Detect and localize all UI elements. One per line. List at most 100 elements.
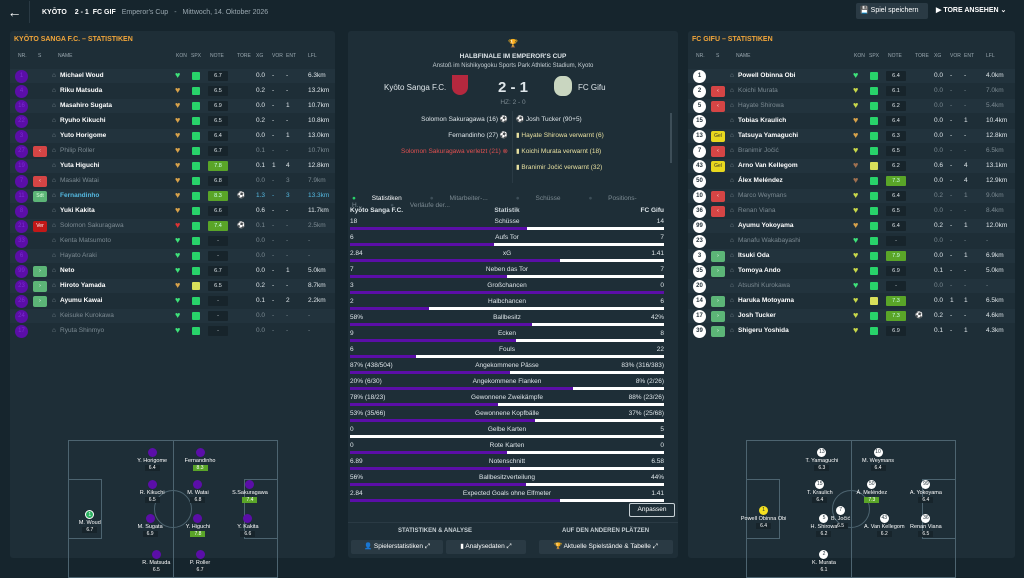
column-header-lfl[interactable]: LFL <box>986 53 995 59</box>
pitch-player[interactable]: 43 A. Van Kellegom 6.2 <box>858 514 910 538</box>
table-row[interactable]: 8 ⌂ Yuki Kakita ♥ 6.6 0.6- -11.7km <box>10 204 335 218</box>
table-row[interactable]: 26 › ⌂ Ayumu Kawai ♥ -0.1-2 2.2km <box>10 294 335 308</box>
customize-button[interactable]: Anpassen <box>629 503 675 517</box>
player-name[interactable]: Masaki Watai <box>60 177 99 184</box>
column-header-tore[interactable]: TORE <box>237 53 251 59</box>
table-row[interactable]: 23 ⌂ Manafu Wakabayashi ♥ -0.0- - - <box>688 234 1015 248</box>
player-name[interactable]: Atsushi Kurokawa <box>738 282 791 289</box>
column-header-xg[interactable]: XG <box>934 53 942 59</box>
table-row[interactable]: 27 ‹ ⌂ Philip Roller ♥ 6.7 0.1- -10.7km <box>10 144 335 158</box>
pitch-player[interactable]: R. Matsuda 6.5 <box>130 549 182 573</box>
table-row[interactable]: 22 ⌂ Ryuho Kikuchi ♥ 6.5 0.2- -10.8km <box>10 114 335 128</box>
column-header-nr[interactable]: NR. <box>18 53 27 59</box>
player-name[interactable]: Ayumu Kawai <box>60 297 103 304</box>
player-name[interactable]: Philip Roller <box>60 147 95 154</box>
player-name[interactable]: Yuta Higuchi <box>60 162 100 169</box>
player-name[interactable]: Álex Meléndez <box>738 177 783 184</box>
pitch-player[interactable]: 13 T. Yamaguchi 6.3 <box>796 447 848 471</box>
player-name[interactable]: Branimir Jočić <box>738 147 779 154</box>
player-name[interactable]: Shigeru Yoshida <box>738 327 789 334</box>
tab-2[interactable]: ● Schüsse <box>516 195 575 202</box>
player-name[interactable]: Tobias Kraulich <box>738 117 787 124</box>
table-row[interactable]: 10 ‹ ⌂ Marco Weymans ♥ 6.4 0.2- 1 9.0km <box>688 189 1015 203</box>
table-row[interactable]: 7 ‹ ⌂ Branimir Jočić ♥ 6.5 0.0- -6.5km <box>688 144 1015 158</box>
pitch-player[interactable]: Fernandinho 8.3 <box>174 447 226 471</box>
column-header-lfl[interactable]: LFL <box>308 53 317 59</box>
column-header-spx[interactable]: SPX <box>869 53 880 59</box>
column-header-tore[interactable]: TORE <box>915 53 929 59</box>
column-header-note[interactable]: NOTE <box>888 53 902 59</box>
tab-3[interactable]: ● Positions-H... <box>352 195 637 209</box>
player-name[interactable]: Tatsuya Yamaguchi <box>738 132 799 139</box>
table-row[interactable]: 20 ⌂ Atsushi Kurokawa ♥ -0.0- - - <box>688 279 1015 293</box>
player-name[interactable]: Renan Viana <box>738 207 776 214</box>
table-row[interactable]: 17 › ⌂ Josh Tucker ♥ 7.3 ⚽ 0.2- -4.6km <box>688 309 1015 323</box>
column-header-ent[interactable]: ENT <box>964 53 974 59</box>
column-header-note[interactable]: NOTE <box>210 53 224 59</box>
player-name[interactable]: Ayumu Yokoyama <box>738 222 794 229</box>
pitch-player[interactable]: 99 A. Yokoyama 6.4 <box>900 480 952 504</box>
column-header-s[interactable]: S <box>38 53 42 59</box>
table-row[interactable]: 23 › ⌂ Hiroto Yamada ♥ 6.5 0.2- -8.7km <box>10 279 335 293</box>
table-row[interactable]: 43 Gel ⌂ Arno Van Kellegom ♥ 6.2 0.6- 4 13.1km <box>688 159 1015 173</box>
player-name[interactable]: Kenta Matsumoto <box>60 237 111 244</box>
view-goals-button[interactable]: ▶ TORE ANSEHEN ⌄ <box>936 3 1006 19</box>
player-name[interactable]: Manafu Wakabayashi <box>738 237 801 244</box>
table-row[interactable]: 35 › ⌂ Tomoya Ando ♥ 6.9 0.1- -5.0km <box>688 264 1015 278</box>
pitch-player[interactable]: 1 Powell Obinna Obi 6.4 <box>738 506 790 530</box>
table-row[interactable]: 5 ‹ ⌂ Hayate Shirowa ♥ 6.2 0.0- -5.4km <box>688 99 1015 113</box>
player-name[interactable]: Fernandinho <box>60 192 100 199</box>
player-name[interactable]: Haruka Motoyama <box>738 297 794 304</box>
player-stats-button[interactable]: 👤 Spielerstatistiken ⤢ <box>351 540 443 554</box>
player-name[interactable]: Koichi Murata <box>738 87 778 94</box>
player-name[interactable]: Yuto Horigome <box>60 132 107 139</box>
player-name[interactable]: Ryuta Shinmyo <box>60 327 105 334</box>
column-header-vor[interactable]: VOR <box>950 53 961 59</box>
table-row[interactable]: 7 ‹ ⌂ Masaki Watai ♥ 6.8 0.0- 3 7.9km <box>10 174 335 188</box>
player-name[interactable]: Marco Weymans <box>738 192 787 199</box>
pitch-player[interactable]: 50 Á. Meléndez 7.3 <box>846 480 898 504</box>
column-header-vor[interactable]: VOR <box>272 53 283 59</box>
table-row[interactable]: 3 ⌂ Yuto Horigome ♥ 6.4 0.0- 1 13.0km <box>10 129 335 143</box>
column-header-xg[interactable]: XG <box>256 53 264 59</box>
pitch-player[interactable]: 1 M. Woud 6.7 <box>64 510 116 534</box>
table-row[interactable]: 2 ‹ ⌂ Koichi Murata ♥ 6.1 0.0- -7.0km <box>688 84 1015 98</box>
pitch-player[interactable]: S.Sakuragawa 7.4 <box>224 480 276 504</box>
pitch-player[interactable]: 15 T. Kraulich 6.4 <box>794 480 846 504</box>
back-arrow-icon[interactable]: ← <box>0 1 30 23</box>
player-name[interactable]: Yuki Kakita <box>60 207 95 214</box>
table-row[interactable]: 1 ⌂ Michael Woud ♥ 6.7 0.0- -6.3km <box>10 69 335 83</box>
table-row[interactable]: 36 ‹ ⌂ Renan Viana ♥ 6.5 0.0- -8.4km <box>688 204 1015 218</box>
table-row[interactable]: 99 ⌂ Ayumu Yokoyama ♥ 6.4 0.2- 1 12.0km <box>688 219 1015 233</box>
player-name[interactable]: Riku Matsuda <box>60 87 103 94</box>
player-name[interactable]: Powell Obinna Obi <box>738 72 796 79</box>
pitch-player[interactable]: R. Kikuchi 6.5 <box>126 480 178 504</box>
tab-0[interactable]: ● Statistiken <box>352 195 416 202</box>
column-header-nr[interactable]: NR. <box>696 53 705 59</box>
table-row[interactable]: 16 ⌂ Masahiro Sugata ♥ 6.9 0.0- 1 10.7km <box>10 99 335 113</box>
table-row[interactable]: 24 ⌂ Keisuke Kurokawa ♥ -0.0- - - <box>10 309 335 323</box>
player-name[interactable]: Keisuke Kurokawa <box>60 312 114 319</box>
pitch-player[interactable]: 36 Renan Viana 6.5 <box>900 514 952 538</box>
pitch-player[interactable]: 2 K. Murata 6.1 <box>798 549 850 573</box>
pitch-player[interactable]: P. Roller 6.7 <box>174 549 226 573</box>
column-header-name[interactable]: NAME <box>736 53 751 59</box>
analysis-button[interactable]: ▮ Analysedaten ⤢ <box>446 540 526 554</box>
table-row[interactable]: 39 › ⌂ Shigeru Yoshida ♥ 6.9 0.1- 1 4.3km <box>688 324 1015 338</box>
player-name[interactable]: Hiroto Yamada <box>60 282 106 289</box>
player-name[interactable]: Michael Woud <box>60 72 104 79</box>
table-row[interactable]: 99 › ⌂ Neto ♥ 6.7 0.0- 1 5.0km <box>10 264 335 278</box>
tab-4[interactable]: ● Verläufe der... <box>390 202 464 209</box>
table-row[interactable]: 15 ⌂ Tobias Kraulich ♥ 6.4 0.0- 1 10.4km <box>688 114 1015 128</box>
column-header-spx[interactable]: SPX <box>191 53 202 59</box>
table-row[interactable]: 33 ⌂ Kenta Matsumoto ♥ -0.0- - - <box>10 234 335 248</box>
tab-1[interactable]: ● Mitarbeiter-... <box>430 195 502 202</box>
pitch-player[interactable]: Y. Horigome 6.4 <box>126 447 178 471</box>
player-name[interactable]: Solomon Sakuragawa <box>60 222 124 229</box>
table-row[interactable]: 4 ⌂ Riku Matsuda ♥ 6.5 0.2- -13.2km <box>10 84 335 98</box>
table-row[interactable]: 50 ⌂ Álex Meléndez ♥ 7.3 0.0- 4 12.9km <box>688 174 1015 188</box>
pitch-player[interactable]: Y. Higuchi 7.8 <box>172 514 224 538</box>
player-name[interactable]: Hayate Shirowa <box>738 102 784 109</box>
table-row[interactable]: 1 ⌂ Powell Obinna Obi ♥ 6.4 0.0- -4.0km <box>688 69 1015 83</box>
column-header-kon[interactable]: KON <box>854 53 865 59</box>
